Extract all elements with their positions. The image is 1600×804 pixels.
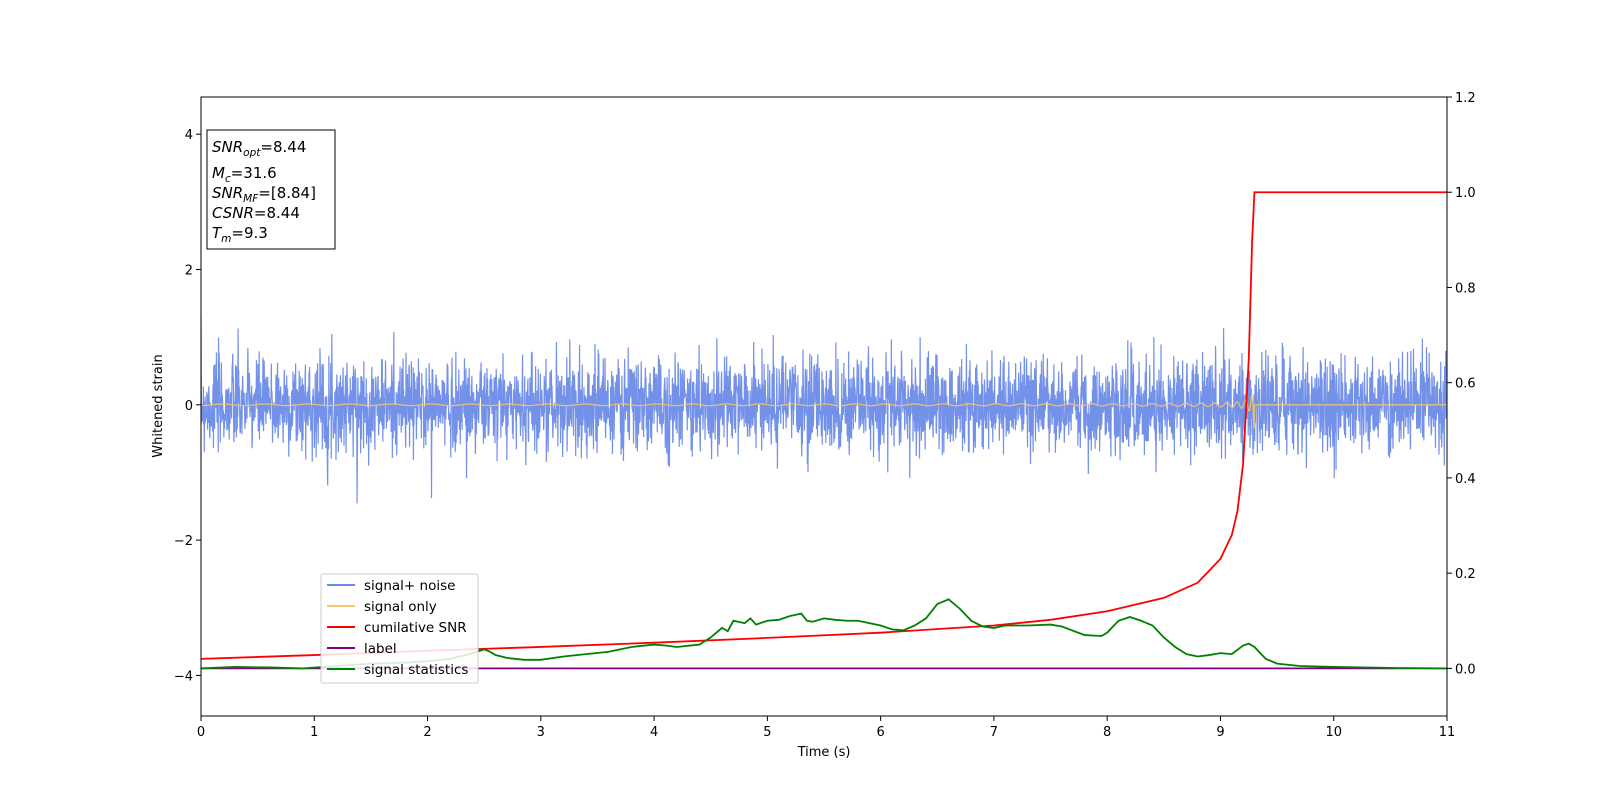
info-snr-mf: SNRMF=[8.84]: [212, 184, 316, 205]
x-tick-label: 5: [763, 725, 771, 740]
legend-label-cumulative-snr: cumilative SNR: [364, 620, 467, 636]
series-signal-plus-noise: [201, 315, 1447, 504]
y-tick-label: 0: [185, 399, 193, 414]
legend-label-signal-noise: signal+ noise: [364, 578, 455, 594]
plot-frame: [200, 96, 1448, 717]
y2-tick-label: 0.8: [1455, 281, 1476, 296]
y2-tick-label: 0.2: [1455, 567, 1476, 582]
info-box: SNRopt=8.44 Mc=31.6 SNRMF=[8.84] CSNR=8.…: [206, 129, 336, 250]
y2-tick-label: 1.2: [1455, 91, 1476, 106]
x-tick-label: 10: [1325, 725, 1342, 740]
info-csnr: CSNR=8.44: [212, 204, 300, 222]
y2-tick-label: 0.6: [1455, 377, 1476, 392]
y-tick-label: 4: [185, 128, 193, 143]
x-tick-label: 8: [1103, 725, 1111, 740]
y-axis-right: 0.0 0.2 0.4 0.6 0.8 1.0 1.2: [1447, 91, 1476, 677]
legend-label-label: label: [364, 641, 397, 657]
y-tick-label: −2: [174, 534, 193, 549]
legend: signal+ noise signal only cumilative SNR…: [320, 573, 479, 684]
series-signal-statistics: [201, 598, 1447, 670]
series-cumulative-snr: [201, 191, 1447, 660]
y-tick-label: 2: [185, 264, 193, 279]
x-tick-label: 4: [650, 725, 658, 740]
x-tick-label: 6: [876, 725, 884, 740]
y-axis-label: Whitened strain: [151, 354, 166, 457]
x-tick-label: 9: [1216, 725, 1224, 740]
legend-frame: [320, 573, 479, 684]
legend-label-signal-statistics: signal statistics: [364, 662, 468, 678]
legend-label-signal-only: signal only: [364, 599, 437, 615]
x-axis-label: Time (s): [797, 745, 851, 760]
info-mc: Mc=31.6: [212, 164, 277, 185]
x-tick-label: 11: [1439, 725, 1456, 740]
x-tick-label: 0: [197, 725, 205, 740]
y-tick-label: −4: [174, 669, 193, 684]
x-tick-label: 3: [537, 725, 545, 740]
info-tm: Tm=9.3: [212, 224, 268, 245]
series-signal-only: [201, 394, 1447, 429]
y-axis-left: −4 −2 0 2 4: [174, 128, 201, 684]
x-tick-label: 1: [310, 725, 318, 740]
y2-tick-label: 0.4: [1455, 472, 1476, 487]
info-snr-opt: SNRopt=8.44: [212, 138, 306, 159]
info-box-frame: [206, 129, 336, 250]
x-tick-label: 2: [423, 725, 431, 740]
x-tick-label: 7: [990, 725, 998, 740]
y2-tick-label: 0.0: [1455, 662, 1476, 677]
y2-tick-label: 1.0: [1455, 186, 1476, 201]
x-axis: 0 1 2 3 4 5 6 7 8 9 10 11: [197, 716, 1455, 740]
